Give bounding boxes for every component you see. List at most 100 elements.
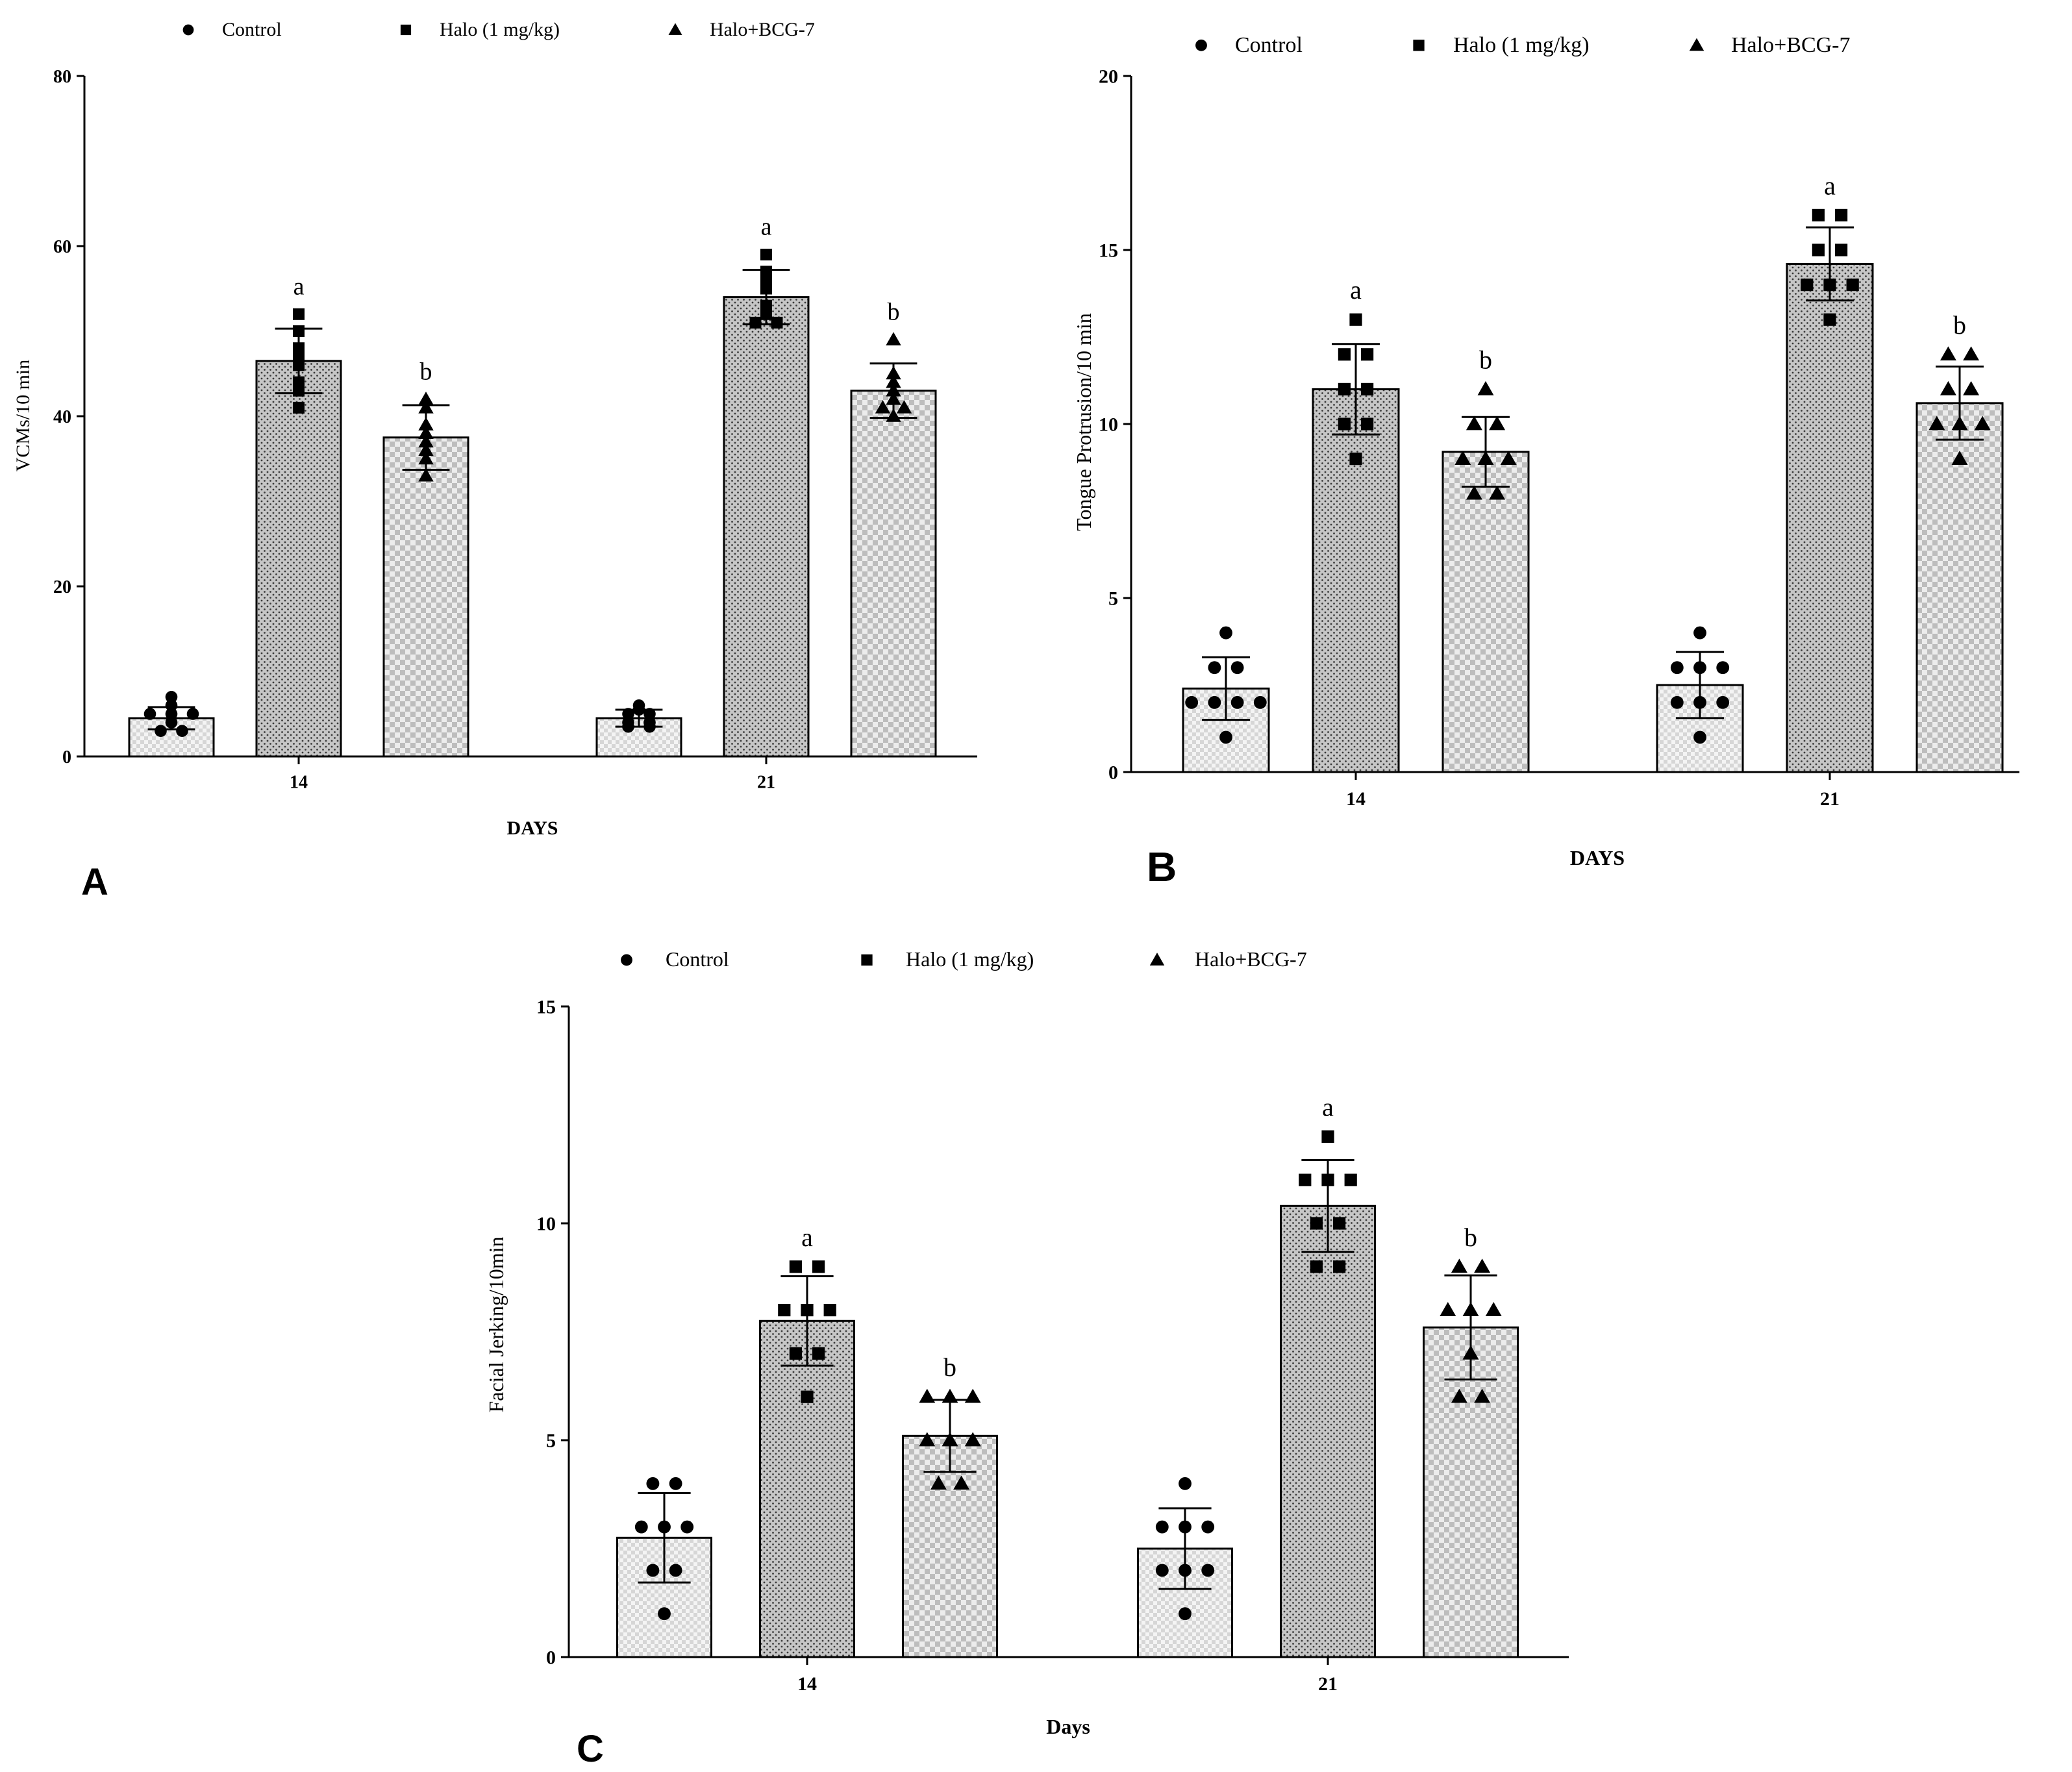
y-axis-title: Facial Jerking/10min (484, 1236, 508, 1412)
data-point (144, 708, 156, 720)
data-point (186, 708, 199, 720)
data-point (622, 708, 634, 720)
y-tick-label: 60 (53, 237, 71, 257)
data-point (622, 716, 634, 729)
data-point (1333, 1260, 1346, 1273)
data-point (1361, 348, 1374, 361)
data-point (1951, 416, 1968, 431)
significance-label: a (761, 214, 772, 241)
x-tick-label: 14 (290, 772, 308, 792)
y-tick-label: 0 (62, 747, 71, 767)
data-point (1451, 1388, 1467, 1403)
bar (759, 1319, 855, 1658)
y-tick-label: 0 (546, 1647, 556, 1669)
data-point (1477, 381, 1494, 395)
data-point (1253, 695, 1267, 709)
data-point (293, 308, 305, 320)
data-point (1349, 453, 1362, 466)
x-axis-title: Days (1046, 1715, 1090, 1738)
significance-label: a (1824, 171, 1836, 200)
data-point (418, 451, 434, 465)
data-point (886, 392, 901, 405)
data-point (1179, 1477, 1192, 1490)
data-point (1201, 1564, 1215, 1577)
data-point (418, 434, 434, 448)
data-point (1940, 346, 1956, 361)
y-tick-label: 5 (1108, 588, 1118, 610)
significance-label: b (1464, 1223, 1477, 1252)
data-point (1338, 418, 1351, 431)
legend-marker (400, 24, 412, 36)
data-point (789, 1260, 802, 1273)
data-point (1835, 208, 1848, 221)
bar (1423, 1326, 1519, 1658)
data-point (886, 366, 901, 380)
y-tick-label: 20 (53, 577, 71, 597)
data-point (896, 400, 912, 414)
data-point (1812, 208, 1825, 221)
x-axis-title: DAYS (507, 817, 558, 839)
data-point (418, 392, 434, 405)
legend-marker (668, 23, 682, 35)
data-point (293, 401, 305, 414)
panel-a-chart: 0 20 40 60 80 14 21 a a b b Control Halo (1 mg/kg) Ha… (12, 19, 977, 903)
data-point (886, 408, 901, 422)
data-point (1338, 382, 1351, 395)
data-point (176, 725, 188, 737)
data-point (1974, 416, 1991, 431)
data-point (1693, 695, 1706, 709)
data-point (1963, 381, 1980, 395)
data-point (760, 299, 772, 312)
bar (723, 296, 810, 758)
data-point (1179, 1607, 1192, 1621)
legend-label: Halo+BCG-7 (1731, 33, 1851, 57)
data-point (1801, 279, 1814, 292)
data-point (1693, 626, 1706, 640)
significance-label: b (1953, 310, 1966, 340)
x-tick-label: 21 (757, 772, 775, 792)
x-tick-label: 14 (1346, 788, 1366, 810)
data-point (749, 316, 762, 329)
significance-label: a (293, 273, 305, 300)
data-point (418, 442, 434, 456)
data-point (1321, 1173, 1334, 1186)
data-point (1823, 313, 1836, 326)
data-point (634, 1520, 648, 1534)
x-tick-label: 21 (1318, 1673, 1338, 1695)
data-point (155, 725, 167, 737)
legend-marker (1689, 38, 1704, 51)
y-tick-label: 15 (1099, 240, 1118, 262)
data-point (669, 1477, 682, 1490)
data-point (1208, 695, 1221, 709)
y-tick-label: 5 (546, 1430, 556, 1452)
significance-label: b (888, 299, 900, 326)
data-point (801, 1390, 814, 1403)
legend-marker (861, 954, 873, 966)
data-point (1338, 348, 1351, 361)
data-point (823, 1304, 836, 1317)
y-axis-title: VCMs/10 min (12, 360, 34, 472)
y-tick-label: 10 (536, 1214, 556, 1235)
data-point (760, 266, 772, 278)
data-point (1474, 1388, 1491, 1403)
y-tick-label: 40 (53, 407, 71, 427)
data-point (418, 425, 434, 439)
legend-label: Halo (1 mg/kg) (906, 947, 1034, 971)
data-point (1951, 451, 1968, 465)
data-point (1812, 243, 1825, 256)
bar (382, 436, 469, 758)
data-point (1230, 695, 1244, 709)
data-point (658, 1520, 671, 1534)
data-point (1462, 1302, 1479, 1316)
data-point (1230, 661, 1244, 675)
legend-label: Control (666, 947, 729, 971)
x-tick-label: 21 (1820, 788, 1840, 810)
bar (595, 717, 682, 758)
data-point (1466, 416, 1482, 431)
legend-label: Halo+BCG-7 (710, 19, 815, 40)
data-point (1361, 382, 1374, 395)
data-point (1670, 661, 1684, 675)
data-point (886, 374, 901, 388)
data-point (1451, 1258, 1467, 1273)
data-point (1500, 451, 1517, 465)
